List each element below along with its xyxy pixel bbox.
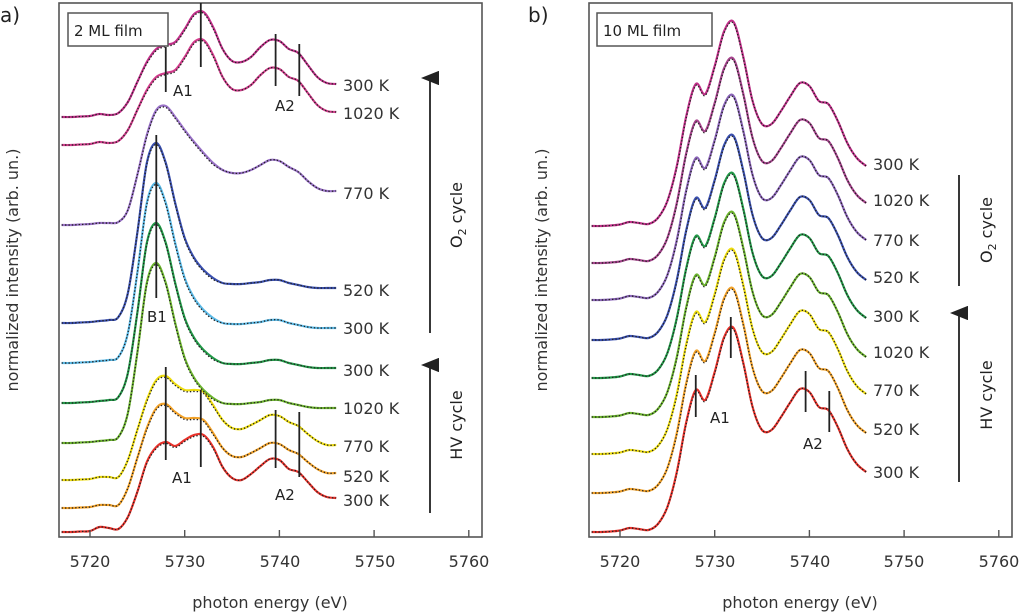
fit-line — [591, 288, 867, 494]
panel-b-label: b) — [528, 3, 549, 27]
fit-line — [591, 21, 867, 227]
fit-line — [591, 212, 867, 418]
spectrum-line-o2-520k — [61, 141, 337, 325]
series-label: 300 K — [343, 319, 390, 338]
series-label: 1020 K — [343, 399, 400, 418]
x-axis-label: photon energy (eV) — [722, 593, 877, 612]
annotation-label: A1 — [172, 469, 192, 487]
series-label: 300 K — [873, 155, 920, 174]
o2-cycle-label: O2 cycle — [977, 197, 999, 263]
spectrum-line-o2-300k — [61, 181, 337, 365]
panel-b-plot-frame — [588, 2, 1013, 538]
panel-a-curves — [61, 9, 337, 534]
spectrum-line-o2-520k — [591, 133, 867, 342]
fit-line — [61, 376, 337, 481]
x-tick-label: 5740 — [790, 552, 831, 571]
annotation-label: B1 — [147, 308, 167, 326]
series-label: 770 K — [873, 381, 920, 400]
series-label: 300 K — [873, 463, 920, 482]
spectrum-line-o2-300k — [591, 19, 867, 228]
fit-line — [591, 327, 867, 533]
series-label: 300 K — [343, 76, 390, 95]
spectrum-line-o2-1020k — [591, 56, 867, 265]
fit-line — [591, 173, 867, 379]
fit-line — [61, 39, 337, 146]
fit-line — [61, 106, 337, 226]
annotation-label: A2 — [275, 97, 295, 115]
fit-line — [61, 183, 337, 364]
y-axis-label: normalized intensity (arb. un.) — [3, 148, 22, 391]
series-label: 770 K — [343, 184, 390, 203]
hv-cycle-label: HV cycle — [977, 360, 996, 429]
series-label: 1020 K — [873, 191, 930, 210]
x-tick-label: 5740 — [260, 552, 301, 571]
spectrum-line-hv-300k — [591, 171, 867, 380]
series-label: 520 K — [873, 420, 920, 439]
fit-line — [591, 135, 867, 341]
fit-line — [61, 143, 337, 324]
spectrum-line-hv-770k — [61, 374, 337, 482]
x-tick-label: 5720 — [600, 552, 641, 571]
series-label: 770 K — [873, 231, 920, 250]
annotation-label: A1 — [710, 409, 730, 427]
panel-a-plot-frame — [58, 2, 483, 538]
x-tick-label: 5760 — [449, 552, 490, 571]
x-tick-label: 5720 — [70, 552, 111, 571]
x-tick-label: 5730 — [165, 552, 206, 571]
spectrum-line-hv-1020k — [591, 210, 867, 419]
spectrum-line-hv-520k — [61, 402, 337, 510]
spectrum-line-hv-300k — [61, 221, 337, 405]
annotation-label: A2 — [275, 486, 295, 504]
series-label: 300 K — [343, 491, 390, 510]
panel-a-label: a) — [0, 3, 20, 27]
spectrum-line-o2-770k — [591, 93, 867, 302]
panel-a: a) 5720 5730 5740 5750 5760 photon energ… — [0, 2, 490, 612]
panel-a-peak-markers — [155, 3, 301, 477]
fit-line — [61, 11, 337, 118]
legend-box — [596, 12, 713, 47]
x-tick-label: 5750 — [355, 552, 396, 571]
spectrum-line-o2-770k — [61, 104, 337, 227]
panel-b-curves — [591, 19, 867, 534]
panel-b-peak-markers — [694, 317, 831, 432]
x-tick-label: 5760 — [979, 552, 1020, 571]
legend-label: 10 ML film — [603, 22, 681, 40]
fit-line — [591, 58, 867, 264]
series-label: 770 K — [343, 437, 390, 456]
spectrum-line-hv-300k — [591, 325, 867, 534]
series-label: 300 K — [873, 307, 920, 326]
series-label: 520 K — [873, 268, 920, 287]
legend-label: 2 ML film — [74, 22, 143, 40]
series-label: 520 K — [343, 467, 390, 486]
panel-a-xticks — [89, 530, 470, 537]
panel-b-xticks — [619, 530, 1000, 537]
o2-cycle-label: O2 cycle — [447, 182, 469, 248]
spectrum-line-hv-1020k — [61, 261, 337, 445]
spectrum-line-hv-300k — [61, 432, 337, 534]
y-axis-label: normalized intensity (arb. un.) — [532, 148, 551, 391]
panel-b: b) 5720 5730 5740 5750 5760 photon energ… — [528, 2, 1020, 612]
hv-cycle-label: HV cycle — [447, 390, 466, 459]
fit-line — [61, 404, 337, 509]
series-label: 520 K — [343, 281, 390, 300]
fit-line — [61, 263, 337, 444]
spectrum-line-hv-520k — [591, 286, 867, 495]
annotation-label: A2 — [803, 435, 823, 453]
x-axis-label: photon energy (eV) — [192, 593, 347, 612]
spectrum-line-o2-1020k — [61, 37, 337, 147]
fit-line — [61, 223, 337, 404]
annotation-label: A1 — [173, 82, 193, 100]
series-label: 300 K — [343, 361, 390, 380]
series-label: 1020 K — [873, 343, 930, 362]
fit-line — [61, 434, 337, 533]
legend-box — [67, 12, 169, 47]
fit-line — [591, 95, 867, 301]
series-label: 1020 K — [343, 104, 400, 123]
x-tick-label: 5730 — [695, 552, 736, 571]
spectrum-line-hv-770k — [591, 247, 867, 456]
x-tick-label: 5750 — [884, 552, 925, 571]
